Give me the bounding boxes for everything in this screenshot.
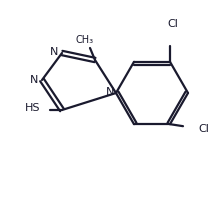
Text: N: N <box>30 75 38 85</box>
Text: N: N <box>50 47 58 57</box>
Text: CH₃: CH₃ <box>76 35 94 45</box>
Text: HS: HS <box>24 103 40 113</box>
Text: N: N <box>106 87 114 97</box>
Text: Cl: Cl <box>198 124 209 134</box>
Text: Cl: Cl <box>168 19 178 29</box>
